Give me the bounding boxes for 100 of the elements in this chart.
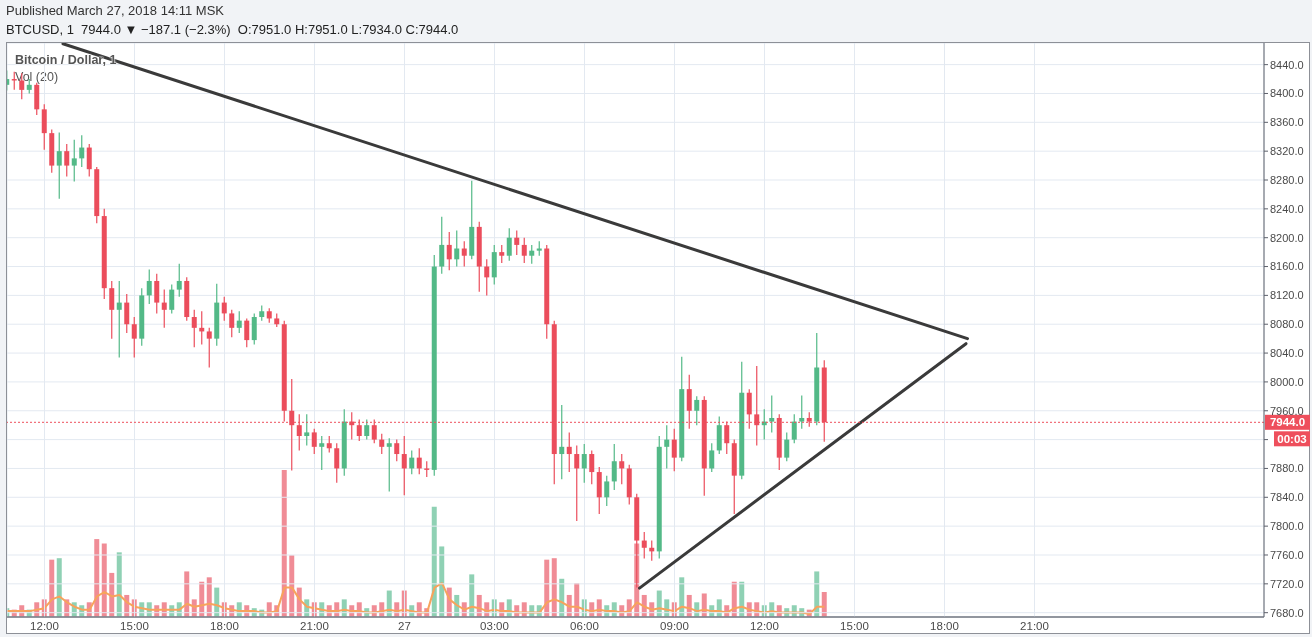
- y-tick-label: 8120.0: [1270, 289, 1304, 302]
- candlestick: [461, 240, 467, 268]
- candlestick: [124, 293, 130, 334]
- candlestick: [311, 428, 317, 455]
- y-tick-label: 8200.0: [1270, 231, 1304, 244]
- x-tick-label: 03:00: [480, 620, 509, 633]
- y-tick-label: 8040.0: [1270, 346, 1304, 359]
- y-tick-label: 8160.0: [1270, 260, 1304, 273]
- candlestick: [379, 433, 385, 455]
- bar: [49, 559, 55, 617]
- x-tick-label: 21:00: [1020, 620, 1049, 633]
- candlestick: [671, 428, 677, 472]
- candlestick: [566, 431, 572, 473]
- candlestick: [364, 418, 370, 441]
- candlestick: [191, 309, 197, 348]
- candlestick: [416, 447, 422, 475]
- candlestick: [394, 439, 400, 462]
- candlestick: [41, 103, 47, 151]
- candlestick: [514, 229, 520, 256]
- candlestick: [604, 475, 610, 507]
- candlestick: [206, 327, 212, 369]
- candlestick: [619, 453, 625, 485]
- candlestick: [446, 231, 452, 271]
- x-tick-label: 09:00: [660, 620, 689, 633]
- candlestick: [146, 268, 152, 305]
- candlestick: [664, 424, 670, 470]
- candlestick: [439, 216, 445, 275]
- text: 00:03: [1277, 432, 1307, 445]
- candlestick: [64, 143, 70, 177]
- candlestick: [169, 283, 175, 315]
- y-tick-label: 8000.0: [1270, 375, 1304, 388]
- x-tick-label: 06:00: [570, 620, 599, 633]
- candlestick: [401, 435, 407, 496]
- candlestick: [769, 395, 775, 433]
- x-tick-label: 21:00: [300, 620, 329, 633]
- candlestick: [86, 143, 92, 177]
- candlestick: [334, 442, 340, 484]
- candlestick: [506, 227, 512, 262]
- bar: [439, 546, 445, 617]
- y-tick-label: 8320.0: [1270, 145, 1304, 158]
- y-tick-label: 7760.0: [1270, 548, 1304, 561]
- candlestick: [386, 437, 392, 493]
- candlestick: [244, 317, 250, 348]
- x-tick-label: 27: [398, 620, 411, 633]
- bar: [289, 555, 295, 617]
- candlestick: [229, 309, 235, 338]
- candlestick: [109, 280, 115, 340]
- candlestick: [574, 444, 580, 522]
- y-tick-label: 8440.0: [1270, 58, 1304, 71]
- candlestick: [161, 289, 167, 329]
- y-tick-label: 7800.0: [1270, 520, 1304, 533]
- candlestick: [176, 263, 182, 298]
- candlestick: [409, 449, 415, 475]
- candlestick: [484, 258, 490, 296]
- candlestick: [499, 244, 505, 264]
- candlestick: [116, 280, 122, 358]
- candlestick: [251, 312, 257, 346]
- chart-subtitle: BTCUSD, 1 7944.0 ▼ −187.1 (−2.3%) O:7951.0 H:7951.0 L:7934.0 C:7944.0: [6, 22, 459, 37]
- bar: [281, 470, 287, 617]
- text: Published March 27, 2018 14:11 MSK: [6, 3, 225, 18]
- bar: [56, 558, 62, 617]
- candlestick: [131, 316, 137, 358]
- candlestick: [71, 139, 77, 183]
- candlestick: [559, 404, 565, 480]
- candlestick: [529, 244, 535, 265]
- y-tick-label: 7680.0: [1270, 606, 1304, 619]
- candlestick: [521, 237, 527, 264]
- x-tick-label: 15:00: [120, 620, 149, 633]
- y-tick-label: 8400.0: [1270, 87, 1304, 100]
- candlestick: [154, 273, 160, 315]
- candlestick: [319, 435, 325, 471]
- candlestick: [799, 395, 805, 430]
- x-tick-label: 18:00: [930, 620, 959, 633]
- candlestick: [221, 296, 227, 322]
- candlestick: [784, 431, 790, 462]
- candlestick: [641, 531, 647, 560]
- y-tick-label: 7880.0: [1270, 462, 1304, 475]
- candlestick: [56, 131, 62, 200]
- x-tick-label: 12:00: [750, 620, 779, 633]
- candlestick: [454, 229, 460, 268]
- bar: [551, 558, 557, 617]
- y-tick-label: 8080.0: [1270, 318, 1304, 331]
- candlestick: [304, 413, 310, 446]
- candlestick: [581, 443, 587, 484]
- candlestick: [791, 413, 797, 444]
- candlestick: [236, 310, 242, 334]
- y-tick-label: 7720.0: [1270, 577, 1304, 590]
- candlestick: [79, 134, 85, 168]
- ref-line-label: 7944.0: [1269, 416, 1306, 429]
- x-tick-label: 12:00: [30, 620, 59, 633]
- y-tick-label: 7960.0: [1270, 404, 1304, 417]
- y-tick-label: 8280.0: [1270, 173, 1304, 186]
- x-tick-label: 15:00: [840, 620, 869, 633]
- x-tick-label: 18:00: [210, 620, 239, 633]
- bar: [116, 552, 122, 617]
- candlestick: [589, 449, 595, 485]
- y-tick-label: 8240.0: [1270, 202, 1304, 215]
- candlestick: [611, 443, 617, 491]
- candlestick: [709, 442, 715, 473]
- candlestick: [694, 395, 700, 426]
